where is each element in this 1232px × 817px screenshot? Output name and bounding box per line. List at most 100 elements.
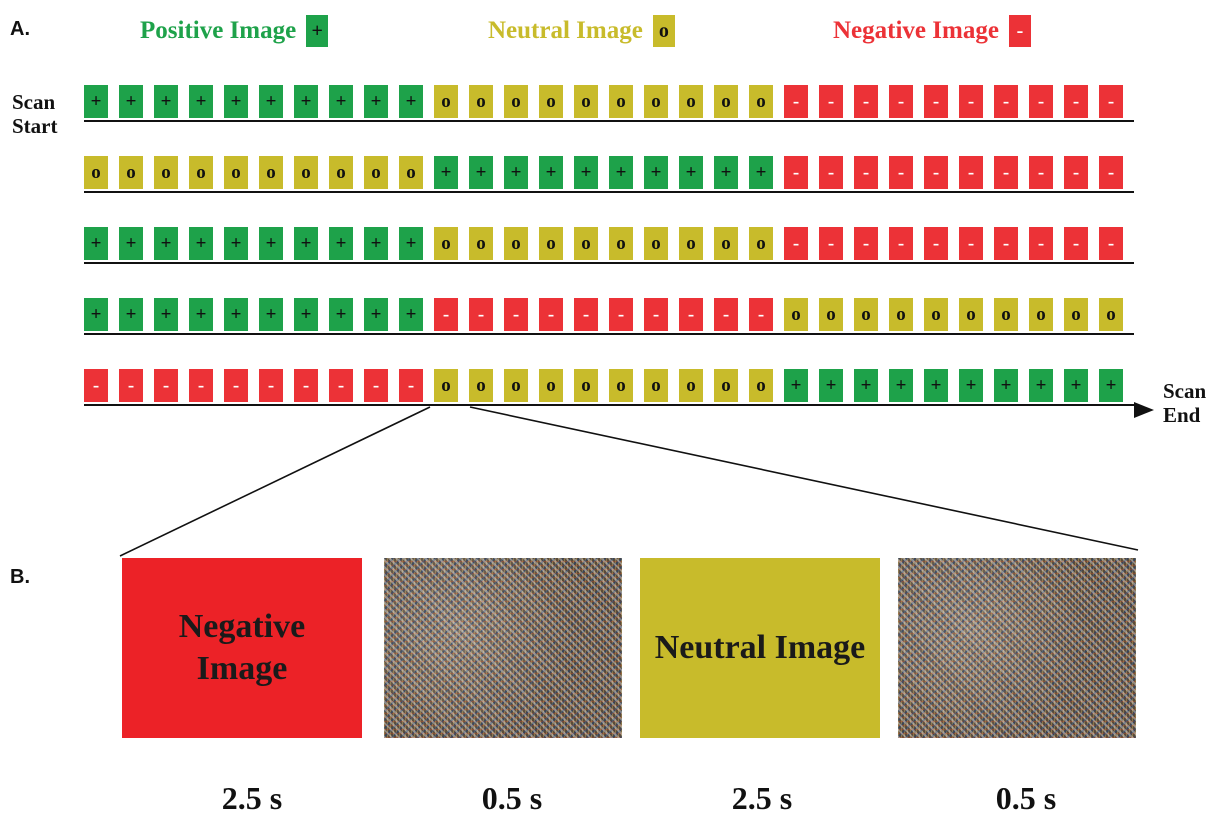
negative-block: - — [224, 369, 248, 402]
positive-block: + — [84, 85, 108, 118]
positive-block: + — [854, 369, 878, 402]
negative-block: - — [819, 227, 843, 260]
negative-block: - — [1064, 85, 1088, 118]
negative-block: - — [994, 227, 1018, 260]
neutral-image-stimulus: Neutral Image — [640, 558, 880, 738]
neutral-block: o — [259, 156, 283, 189]
negative-block: - — [469, 298, 493, 331]
neutral-block: o — [784, 298, 808, 331]
negative-block: - — [924, 156, 948, 189]
negative-block: - — [434, 298, 458, 331]
positive-block: + — [329, 227, 353, 260]
neutral-block: o — [539, 227, 563, 260]
negative-block: - — [959, 156, 983, 189]
duration-negative: 2.5 s — [221, 780, 283, 816]
neutral-block: o — [819, 298, 843, 331]
positive-block: + — [994, 369, 1018, 402]
negative-block: - — [679, 298, 703, 331]
positive-block: + — [84, 227, 108, 260]
neutral-block: o — [679, 85, 703, 118]
negative-block: - — [819, 156, 843, 189]
negative-block: - — [294, 369, 318, 402]
negative-block: - — [994, 156, 1018, 189]
scan-start-label: Scan Start — [12, 90, 58, 138]
positive-block: + — [364, 298, 388, 331]
arrow-head — [1134, 402, 1154, 418]
neutral-block: o — [469, 85, 493, 118]
legend-positive-swatch: + — [306, 15, 329, 47]
neutral-block: o — [889, 298, 913, 331]
positive-block: + — [889, 369, 913, 402]
scrambled-image-2 — [898, 558, 1136, 738]
negative-block: - — [889, 85, 913, 118]
positive-block: + — [329, 85, 353, 118]
neutral-block: o — [504, 85, 528, 118]
positive-block: + — [469, 156, 493, 189]
positive-block: + — [364, 227, 388, 260]
scrambled-image-1 — [384, 558, 622, 738]
positive-block: + — [259, 227, 283, 260]
positive-block: + — [784, 369, 808, 402]
neutral-block: o — [854, 298, 878, 331]
duration-scramble-2: 0.5 s — [995, 780, 1057, 816]
zoom-line-left — [119, 406, 431, 557]
positive-block: + — [574, 156, 598, 189]
positive-block: + — [189, 298, 213, 331]
negative-block: - — [749, 298, 773, 331]
positive-block: + — [1099, 369, 1123, 402]
negative-block: - — [399, 369, 423, 402]
negative-block: - — [959, 85, 983, 118]
neutral-block: o — [399, 156, 423, 189]
neutral-block: o — [469, 369, 493, 402]
neutral-block: o — [539, 369, 563, 402]
neutral-block: o — [1064, 298, 1088, 331]
positive-block: + — [399, 227, 423, 260]
positive-block: + — [399, 85, 423, 118]
scan-run-2: o o o o o o o o o o + + + + + + + + + + - - - - - - - - - - — [84, 153, 1134, 193]
negative-block: - — [1099, 156, 1123, 189]
neutral-block: o — [1099, 298, 1123, 331]
positive-block: + — [609, 156, 633, 189]
neutral-block: o — [679, 227, 703, 260]
run-baseline — [84, 191, 1134, 193]
negative-block: - — [609, 298, 633, 331]
neutral-block: o — [574, 85, 598, 118]
neutral-block: o — [574, 369, 598, 402]
negative-block: - — [714, 298, 738, 331]
neutral-block: o — [924, 298, 948, 331]
neutral-block: o — [504, 369, 528, 402]
negative-block: - — [189, 369, 213, 402]
neutral-block: o — [574, 227, 598, 260]
run-baseline — [84, 120, 1134, 122]
negative-block: - — [119, 369, 143, 402]
negative-block: - — [784, 227, 808, 260]
positive-block: + — [259, 298, 283, 331]
neutral-block: o — [609, 369, 633, 402]
positive-block: + — [539, 156, 563, 189]
neutral-block: o — [644, 85, 668, 118]
neutral-block: o — [609, 85, 633, 118]
positive-block: + — [84, 298, 108, 331]
negative-block: - — [854, 156, 878, 189]
legend-neutral-label: Neutral Image — [488, 17, 643, 44]
neutral-block: o — [469, 227, 493, 260]
negative-block: - — [924, 85, 948, 118]
legend-positive-label: Positive Image — [140, 17, 297, 44]
neutral-block: o — [434, 227, 458, 260]
positive-block: + — [189, 227, 213, 260]
positive-block: + — [224, 298, 248, 331]
positive-block: + — [154, 227, 178, 260]
neutral-block: o — [714, 369, 738, 402]
negative-block: - — [819, 85, 843, 118]
neutral-block: o — [154, 156, 178, 189]
positive-block: + — [679, 156, 703, 189]
positive-block: + — [154, 298, 178, 331]
positive-block: + — [224, 227, 248, 260]
positive-block: + — [119, 298, 143, 331]
neutral-block: o — [364, 156, 388, 189]
negative-block: - — [154, 369, 178, 402]
negative-block: - — [1064, 156, 1088, 189]
scan-run-5: - - - - - - - - - - o o o o o o o o o o + + + + + + + + + + — [84, 366, 1134, 406]
negative-block: - — [889, 227, 913, 260]
negative-image-label: Negative Image — [178, 608, 306, 687]
